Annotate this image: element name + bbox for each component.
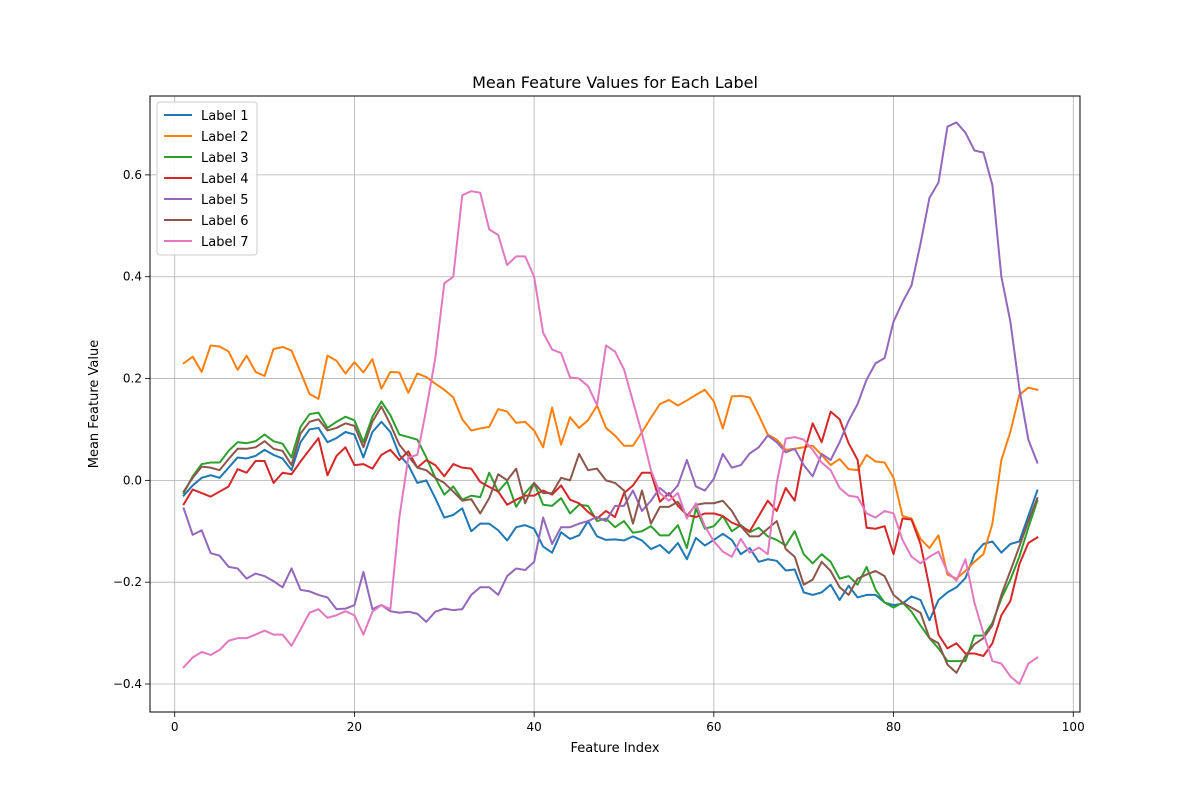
x-tick-label: 80: [886, 720, 901, 734]
series-line-label-2: [182, 344, 1039, 580]
y-axis-ticks: −0.4 −0.2 0.0 0.2 0.4 0.6: [113, 168, 150, 691]
series-line-label-1: [182, 420, 1039, 622]
legend: Label 1 Label 2 Label 3 Label 4 Label 5 Label…: [156, 101, 258, 256]
y-axis-label: Mean Feature Value: [87, 340, 102, 469]
plot-lines: [182, 121, 1039, 685]
series-line-label-5: [182, 121, 1039, 623]
legend-label: Label 5: [201, 193, 248, 208]
legend-label: Label 7: [201, 235, 248, 250]
legend-label: Label 3: [201, 151, 248, 166]
legend-label: Label 1: [201, 109, 248, 124]
x-tick-label: 100: [1062, 720, 1085, 734]
y-tick-label: 0.4: [123, 270, 142, 284]
x-axis-ticks: 0 20 40 60 80 100: [171, 712, 1085, 734]
chart-title: Mean Feature Values for Each Label: [472, 73, 758, 92]
series-line-label-6: [182, 405, 1039, 674]
y-tick-label: −0.4: [113, 677, 142, 691]
grid-lines: [150, 96, 1080, 712]
y-tick-label: 0.6: [123, 168, 142, 182]
x-tick-label: 40: [526, 720, 541, 734]
series-line-label-3: [182, 400, 1039, 663]
y-tick-label: −0.2: [113, 575, 142, 589]
y-tick-label: 0.0: [123, 473, 142, 487]
y-tick-label: 0.2: [123, 372, 142, 386]
x-tick-label: 60: [706, 720, 721, 734]
x-tick-label: 0: [171, 720, 179, 734]
x-axis-label: Feature Index: [570, 741, 659, 756]
plot-area-frame: [149, 95, 1081, 713]
legend-label: Label 2: [201, 130, 248, 145]
legend-label: Label 6: [201, 214, 248, 229]
x-tick-label: 20: [347, 720, 362, 734]
series-line-label-7: [182, 190, 1039, 685]
legend-box: [156, 101, 258, 256]
legend-label: Label 4: [201, 172, 248, 187]
